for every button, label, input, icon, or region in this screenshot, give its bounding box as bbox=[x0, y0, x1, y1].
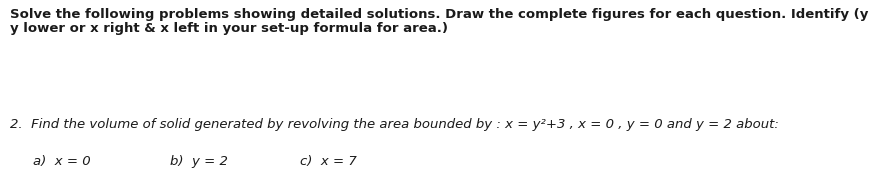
Text: a)  x = 0: a) x = 0 bbox=[33, 155, 91, 168]
Text: c)  x = 7: c) x = 7 bbox=[300, 155, 357, 168]
Text: 2.  Find the volume of solid generated by revolving the area bounded by : x = y²: 2. Find the volume of solid generated by… bbox=[10, 118, 780, 131]
Text: b)  y = 2: b) y = 2 bbox=[170, 155, 228, 168]
Text: Solve the following problems showing detailed solutions. Draw the complete figur: Solve the following problems showing det… bbox=[10, 8, 874, 21]
Text: y lower or x right & x left in your set-up formula for area.): y lower or x right & x left in your set-… bbox=[10, 22, 448, 35]
